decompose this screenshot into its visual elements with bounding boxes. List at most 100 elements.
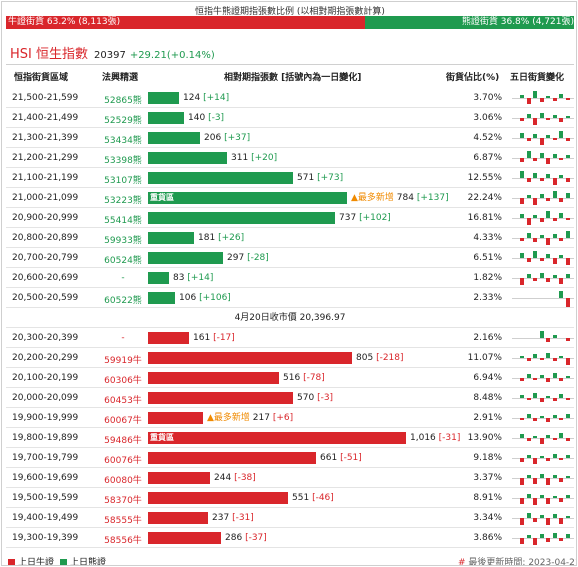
sparkline-bar (539, 494, 544, 498)
product-code[interactable]: 52865熊 (104, 96, 142, 106)
most-new-label: ▲最多新增 (207, 413, 250, 423)
sparkline-baseline (512, 158, 574, 159)
contracts-change: [-51] (340, 453, 362, 463)
sparkline-bar (559, 518, 563, 524)
sparkline-bar (552, 453, 557, 458)
sparkline-bar (539, 218, 544, 223)
sparkline-bar (565, 515, 570, 518)
bear-legend-swatch (60, 559, 67, 565)
sparkline-bar (559, 238, 563, 242)
sparkline-bar (552, 334, 557, 338)
contracts-count: 106 (179, 293, 197, 303)
sparkline-bar (559, 93, 563, 98)
product-code[interactable]: 58555牛 (104, 516, 142, 526)
contracts-label: 286 [-37] (225, 532, 267, 544)
sparkline-bar (546, 518, 550, 525)
index-name[interactable]: HSI 恒生指數 (10, 47, 88, 62)
sparkline-bar (520, 458, 524, 463)
contracts-label: 571 [+73] (297, 172, 343, 184)
range-label: 21,200-21,299 (12, 153, 79, 163)
sparkline-bar (526, 474, 531, 478)
contracts-cell: 244 [-38] (148, 472, 448, 484)
sparkline-bar (546, 434, 550, 438)
bull-row: 19,500-19,599 58370牛 551 [-46] 8.91% (6, 488, 574, 508)
ratio-pct: 4.52% (473, 133, 502, 143)
sparkline-bar (552, 532, 557, 538)
contracts-change: [-17] (213, 333, 235, 343)
product-code[interactable]: 55414熊 (104, 216, 142, 226)
bull-row: 20,200-20,299 59919牛 805 [-218] 11.07% (6, 348, 574, 368)
panel-title: 恒指牛熊證期指張數比例 (以相對期指張數計算) (195, 7, 385, 17)
five-day-sparkline (512, 508, 574, 528)
product-code[interactable]: 52529熊 (104, 116, 142, 126)
sparkline-bar (565, 154, 570, 158)
contracts-count: 297 (227, 253, 245, 263)
product-code[interactable]: 59919牛 (104, 356, 142, 366)
product-code[interactable]: 60522熊 (104, 296, 142, 306)
product-code[interactable]: 60524熊 (104, 256, 142, 266)
product-code[interactable]: - (121, 333, 125, 343)
sparkline-bar (526, 454, 531, 458)
bear-row: 21,400-21,499 52529熊 140 [-3] 3.06% (6, 108, 574, 128)
sparkline-bar (552, 98, 557, 102)
ratio-pct: 1.82% (473, 273, 502, 283)
sparkline-bar (526, 358, 531, 362)
ratio-pct: 2.16% (473, 333, 502, 343)
sparkline-bar (533, 418, 537, 422)
legend-bull: 上日牛證 (18, 558, 55, 566)
header-divider (6, 64, 574, 65)
ratio-pct: 8.91% (473, 493, 502, 503)
sparkline-bar (546, 134, 550, 138)
sparkline-bar (546, 352, 550, 358)
product-code[interactable]: 59933熊 (104, 236, 142, 246)
bull-row: 19,800-19,899 59486牛 重貨區 1,016 [-31] 13.90% (6, 428, 574, 448)
bear-row: 21,500-21,599 52865熊 124 [+14] 3.70% (6, 88, 574, 108)
sparkline-bar (559, 538, 563, 542)
range-label: 21,100-21,199 (12, 173, 79, 183)
sparkline-baseline (512, 298, 574, 299)
header-ratio: 街貨佔比(%) (446, 73, 500, 83)
ratio-pct: 3.70% (473, 93, 502, 103)
bear-row: 20,500-20,599 60522熊 106 [+106] 2.33% (6, 288, 574, 308)
sparkline-bar (552, 233, 557, 238)
product-code[interactable]: - (121, 273, 125, 283)
sparkline-bar (559, 174, 563, 178)
sparkline-bar (552, 138, 557, 141)
sparkline-bar (539, 112, 544, 118)
five-day-sparkline (512, 468, 574, 488)
contracts-count: 571 (297, 173, 315, 183)
sparkline-bar (539, 138, 544, 145)
contracts-label: 106 [+106] (179, 292, 231, 304)
contracts-cell: 206 [+37] (148, 132, 448, 144)
contracts-bar (148, 332, 189, 344)
product-code[interactable]: 60076牛 (104, 456, 142, 466)
product-code[interactable]: 53223熊 (104, 196, 142, 206)
product-code[interactable]: 59486牛 (104, 436, 142, 446)
product-code[interactable]: 60080牛 (104, 476, 142, 486)
sparkline-bar (565, 138, 570, 142)
sparkline-bar (533, 214, 537, 218)
sparkline-bar (533, 353, 537, 358)
product-code[interactable]: 58556牛 (104, 536, 142, 546)
bear-row: 21,100-21,199 53107熊 571 [+73] 12.55% (6, 168, 574, 188)
sparkline-bar (565, 98, 570, 101)
product-code[interactable]: 60067牛 (104, 416, 142, 426)
bear-row: 21,300-21,399 53434熊 206 [+37] 4.52% (6, 128, 574, 148)
most-new-label: ▲最多新增 (351, 193, 394, 203)
product-code[interactable]: 53107熊 (104, 176, 142, 186)
product-code[interactable]: 60306牛 (104, 376, 142, 386)
contracts-change: [-218] (376, 353, 404, 363)
sparkline-bar (565, 454, 570, 458)
product-code[interactable]: 53434熊 (104, 136, 142, 146)
five-day-sparkline (512, 168, 574, 188)
range-label: 19,800-19,899 (12, 433, 79, 443)
product-code[interactable]: 53398熊 (104, 156, 142, 166)
product-code[interactable]: 58370牛 (104, 496, 142, 506)
contracts-count: 551 (292, 493, 310, 503)
sparkline-bar (533, 378, 537, 381)
sparkline-bar (520, 433, 524, 438)
bull-ratio-segment: 牛證街貨 63.2% (8,113張) (6, 16, 365, 29)
product-code[interactable]: 60453牛 (104, 396, 142, 406)
sparkline-bar (520, 252, 524, 258)
